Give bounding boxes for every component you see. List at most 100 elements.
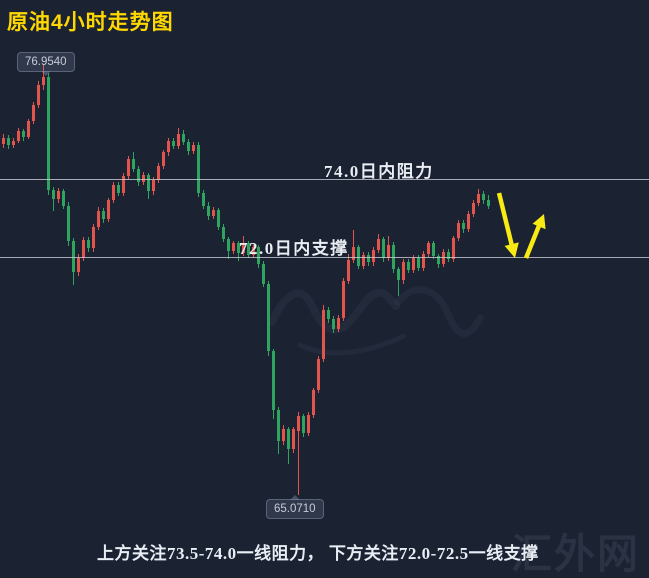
candle-body: [482, 193, 485, 201]
candle-body: [137, 168, 140, 183]
candle-body: [57, 191, 60, 200]
candle-body: [412, 257, 415, 271]
candle-body: [92, 226, 95, 249]
candle-body: [182, 133, 185, 142]
candle-body: [402, 261, 405, 281]
candle-body: [277, 409, 280, 442]
candle-body: [477, 193, 480, 204]
candle-body: [42, 76, 45, 85]
candle-body: [7, 138, 10, 145]
candle-body: [37, 84, 40, 105]
candle-body: [87, 239, 90, 249]
candle-body: [462, 222, 465, 229]
candle-body: [422, 253, 425, 268]
candle-body: [432, 243, 435, 257]
candle-body: [257, 246, 260, 265]
candle-body: [67, 205, 70, 242]
candle-body: [292, 429, 295, 449]
candle-body: [77, 257, 80, 272]
candle-body: [312, 390, 315, 416]
candle-body: [472, 203, 475, 215]
candle-body: [337, 317, 340, 329]
candle-body: [132, 158, 135, 169]
candle-body: [317, 359, 320, 391]
candle-body: [122, 175, 125, 194]
candle-body: [162, 152, 165, 166]
candle-body: [287, 429, 290, 449]
candle-body: [282, 429, 285, 442]
candle-body: [452, 238, 455, 259]
candle-body: [112, 185, 115, 201]
candle-body: [387, 244, 390, 258]
candle-body: [397, 269, 400, 281]
candle-body: [357, 246, 360, 266]
candle-body: [12, 140, 15, 145]
candle-body: [262, 264, 265, 284]
candle-body: [242, 242, 245, 254]
resistance-label: 74.0日内阻力: [324, 162, 434, 181]
candle-body: [437, 256, 440, 265]
summary-caption: 上方关注73.5-74.0一线阻力， 下方关注72.0-72.5一线支撑: [97, 544, 539, 563]
pointer-down-icon: [40, 71, 51, 76]
candle-body: [427, 243, 430, 254]
candle-body: [302, 416, 305, 434]
candle-body: [232, 243, 235, 251]
candle-body: [52, 189, 55, 200]
candle-body: [392, 244, 395, 270]
candle-body: [197, 144, 200, 193]
candle-body: [372, 249, 375, 263]
candle-body: [407, 261, 410, 271]
chart-title: 原油4小时走势图: [7, 11, 174, 34]
candle-body: [47, 76, 50, 190]
candle-body: [17, 131, 20, 141]
candle-body: [102, 210, 105, 219]
candle-body: [192, 144, 195, 151]
candle-body: [457, 222, 460, 239]
candle-body: [72, 241, 75, 272]
candle-body: [307, 415, 310, 434]
candle-body: [157, 165, 160, 180]
candle-body: [332, 318, 335, 329]
candle-body: [247, 242, 250, 255]
candle-body: [382, 239, 385, 258]
candle-body: [27, 121, 30, 137]
candle-body: [147, 175, 150, 192]
candle-body: [107, 200, 110, 219]
candle-body: [202, 192, 205, 206]
candle-body: [322, 310, 325, 360]
candle-body: [227, 239, 230, 251]
candle-body: [2, 138, 5, 144]
candle-body: [32, 104, 35, 122]
candle-body: [207, 205, 210, 216]
high-price-label: 76.9540: [17, 52, 75, 76]
candle-body: [82, 239, 85, 258]
candle-body: [152, 179, 155, 192]
candle-body: [362, 255, 365, 266]
candle-wick: [398, 267, 399, 296]
candle-body: [342, 281, 345, 318]
candle-body: [222, 226, 225, 240]
candle-body: [347, 260, 350, 282]
candle-body: [177, 133, 180, 147]
candle-body: [97, 210, 100, 227]
pointer-up-icon: [289, 495, 300, 500]
candle-body: [417, 257, 420, 268]
candle-body: [297, 416, 300, 431]
candle-body: [252, 246, 255, 255]
candle-body: [367, 255, 370, 263]
candle-body: [142, 175, 145, 183]
resistance-line: [0, 179, 649, 180]
candle-body: [167, 140, 170, 153]
candle-body: [447, 251, 450, 259]
support-label: 72.0日内支撑: [239, 239, 349, 258]
low-price-value: 65.0710: [274, 503, 316, 515]
candle-body: [62, 191, 65, 206]
candle-body: [117, 185, 120, 194]
candle-body: [467, 214, 470, 229]
candle-body: [327, 310, 330, 319]
candle-body: [217, 210, 220, 227]
candle-body: [267, 283, 270, 352]
candle-body: [127, 158, 130, 176]
candle-body: [237, 243, 240, 254]
